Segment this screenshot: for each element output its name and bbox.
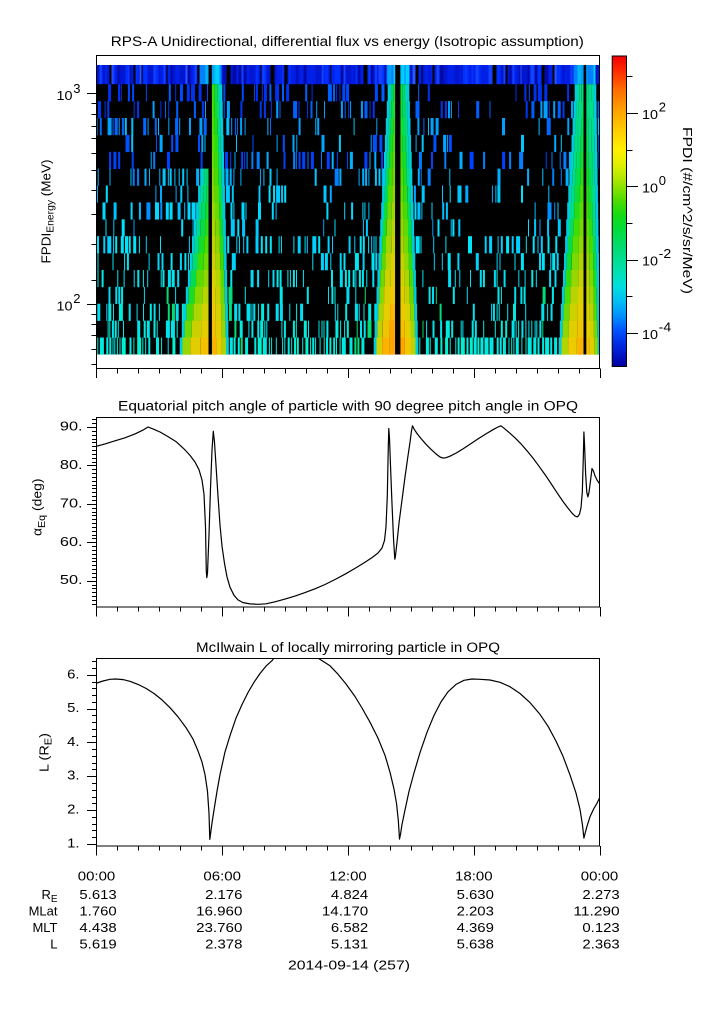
svg-text:MLat: MLat <box>29 904 58 919</box>
svg-text:80.: 80. <box>60 457 83 472</box>
svg-text:2.: 2. <box>67 802 79 817</box>
svg-text:4.: 4. <box>67 734 79 749</box>
svg-text:2.363: 2.363 <box>582 936 619 951</box>
svg-text:12:00: 12:00 <box>329 869 367 884</box>
svg-text:-4: -4 <box>659 320 672 335</box>
svg-text:3: 3 <box>73 81 80 96</box>
svg-text:00:00: 00:00 <box>581 869 619 884</box>
svg-text:2.203: 2.203 <box>457 904 494 919</box>
svg-text:10: 10 <box>57 299 73 314</box>
svg-text:6.582: 6.582 <box>331 920 368 935</box>
svg-text:60.: 60. <box>60 534 83 549</box>
svg-text:L: L <box>50 936 57 951</box>
svg-text:2014-09-14 (257): 2014-09-14 (257) <box>288 958 410 973</box>
svg-text:4.438: 4.438 <box>79 920 116 935</box>
svg-text:10: 10 <box>57 88 73 103</box>
svg-text:RPS-A Unidirectional, differen: RPS-A Unidirectional, differential flux … <box>111 34 584 49</box>
svg-text:00:00: 00:00 <box>78 869 116 884</box>
svg-text:5.630: 5.630 <box>457 887 494 902</box>
svg-text:2: 2 <box>73 291 80 306</box>
svg-text:0: 0 <box>659 173 666 188</box>
svg-text:2.273: 2.273 <box>582 887 619 902</box>
svg-text:FPDI (#/cm^2/s/sr/MeV): FPDI (#/cm^2/s/sr/MeV) <box>680 127 695 294</box>
svg-text:14.170: 14.170 <box>322 904 368 919</box>
svg-text:10: 10 <box>642 254 658 269</box>
svg-text:5.638: 5.638 <box>457 936 494 951</box>
svg-text:10: 10 <box>642 180 658 195</box>
svg-text:1.760: 1.760 <box>79 904 116 919</box>
svg-text:Equatorial pitch angle of part: Equatorial pitch angle of particle with … <box>118 399 578 414</box>
svg-text:MLT: MLT <box>32 920 57 935</box>
svg-text:23.760: 23.760 <box>196 920 242 935</box>
svg-text:06:00: 06:00 <box>203 869 241 884</box>
svg-text:16.960: 16.960 <box>196 904 242 919</box>
svg-text:5.131: 5.131 <box>331 936 368 951</box>
svg-text:4.824: 4.824 <box>331 887 368 902</box>
svg-text:McIlwain L of locally mirrorin: McIlwain L of locally mirroring particle… <box>196 640 500 655</box>
svg-text:4.369: 4.369 <box>457 920 494 935</box>
svg-text:2.378: 2.378 <box>205 936 242 951</box>
svg-text:70.: 70. <box>60 495 83 510</box>
svg-text:FPDIEnergy (MeV): FPDIEnergy (MeV) <box>39 160 57 264</box>
svg-text:6.: 6. <box>67 666 79 681</box>
svg-text:3.: 3. <box>67 768 79 783</box>
svg-text:-2: -2 <box>659 246 672 261</box>
svg-text:0.123: 0.123 <box>582 920 619 935</box>
svg-text:5.619: 5.619 <box>79 936 116 951</box>
svg-text:11.290: 11.290 <box>573 904 619 919</box>
svg-text:90.: 90. <box>60 419 83 434</box>
svg-text:5.613: 5.613 <box>79 887 116 902</box>
svg-text:50.: 50. <box>60 572 83 587</box>
svg-text:1.: 1. <box>67 835 79 850</box>
svg-text:5.: 5. <box>67 700 79 715</box>
svg-text:10: 10 <box>642 107 658 122</box>
svg-text:10: 10 <box>642 327 658 342</box>
svg-text:18:00: 18:00 <box>455 869 493 884</box>
svg-text:2: 2 <box>659 100 666 115</box>
svg-text:2.176: 2.176 <box>205 887 242 902</box>
